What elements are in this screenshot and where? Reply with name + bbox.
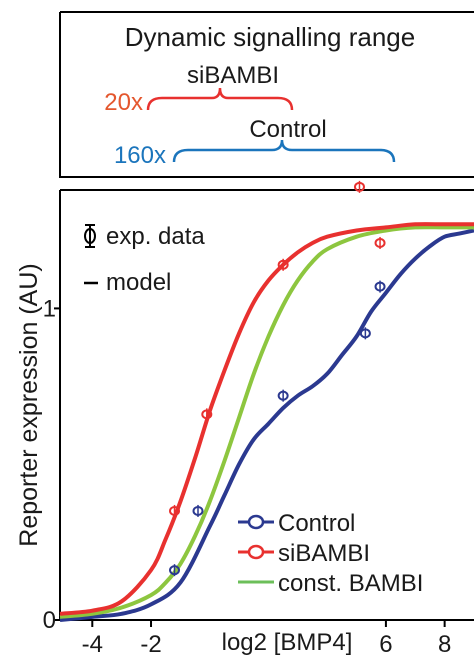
control-fold-label: 160x (114, 142, 166, 169)
series-legend: Control siBAMBI const. BAMBI (238, 510, 423, 597)
series-line-control (59, 228, 474, 622)
sibambi-range-label: siBAMBI (187, 62, 279, 89)
control-range-label: Control (249, 116, 326, 143)
legend-control-label: Control (278, 510, 355, 537)
data-point-control (359, 327, 371, 340)
data-point-control (374, 280, 386, 293)
sibambi-range-bracket (146, 87, 294, 111)
range-box: Dynamic signalling range siBAMBI 20x Con… (59, 11, 474, 178)
legend-sibambi-label: siBAMBI (278, 540, 370, 567)
legend-sibambi-marker (247, 544, 265, 560)
plot-area (59, 189, 474, 621)
data-point-sibambi (277, 258, 289, 271)
error-bar-icon (84, 224, 96, 248)
model-label: model (106, 269, 171, 296)
legend-control-marker (247, 514, 265, 530)
data-point-sibambi (374, 236, 386, 249)
data-point-sibambi (353, 180, 365, 193)
x-tick-label: 6 (379, 631, 392, 658)
axis-ticks: -4 -2 6 8 0 1 (43, 295, 452, 658)
range-box-frame (59, 12, 474, 178)
data-legend: exp. data model (84, 223, 205, 296)
data-point-sibambi (169, 504, 181, 517)
x-tick-label: 8 (438, 631, 451, 658)
series-points (169, 180, 386, 577)
sibambi-fold-label: 20x (104, 89, 143, 116)
y-tick-label: 1 (43, 295, 56, 322)
x-tick-label: -4 (82, 631, 103, 658)
series-line-sibambi (59, 222, 474, 616)
data-point-control (192, 504, 204, 517)
x-axis-label: log2 [BMP4] (222, 629, 353, 656)
legend-const-bambi-label: const. BAMBI (278, 570, 423, 597)
y-tick-label: 0 (43, 607, 56, 634)
control-range-bracket (172, 139, 396, 163)
data-point-control (169, 564, 181, 577)
range-box-title: Dynamic signalling range (125, 22, 415, 52)
y-axis-label: Reporter expression (AU) (15, 263, 43, 546)
series-line-const-bambi (59, 225, 474, 619)
exp-data-label: exp. data (106, 223, 205, 250)
x-tick-label: -2 (140, 631, 161, 658)
data-point-sibambi (201, 408, 213, 421)
data-point-control (277, 389, 289, 402)
series-lines (59, 222, 474, 622)
